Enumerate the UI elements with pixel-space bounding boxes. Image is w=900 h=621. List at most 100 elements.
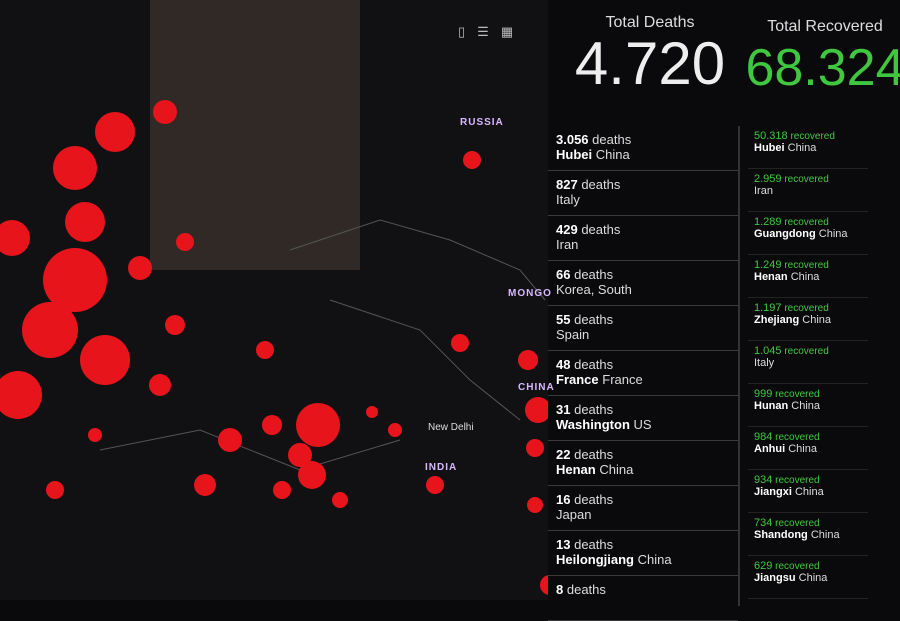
region: Hunan [754, 400, 789, 412]
count-value: 984 [754, 431, 773, 443]
item-count: 16 deaths [556, 492, 730, 507]
list-item[interactable]: 50.318 recovered Hubei China [748, 126, 868, 169]
item-count: 1.045 recovered [754, 345, 862, 357]
count-unit: deaths [574, 312, 614, 327]
count-value: 48 [556, 357, 571, 372]
list-item[interactable]: 827 deaths Italy [548, 171, 738, 216]
region: Henan [754, 271, 788, 283]
total-recovered-panel: Total Recovered 68.324 [745, 18, 900, 100]
count-unit: deaths [581, 222, 621, 237]
list-item[interactable]: 429 deaths Iran [548, 216, 738, 261]
item-place: Heilongjiang China [556, 552, 730, 567]
map-label-russia: RUSSIA [460, 117, 504, 128]
country: Iran [556, 237, 579, 252]
list-icon[interactable]: ☰ [477, 24, 489, 39]
count-value: 22 [556, 447, 571, 462]
toolbar: ▯ ☰ ▦ [458, 24, 513, 40]
recovered-list[interactable]: 50.318 recovered Hubei China 2.959 recove… [748, 126, 868, 599]
list-item[interactable]: 999 recovered Hunan China [748, 384, 868, 427]
item-place: Zhejiang China [754, 314, 862, 326]
region: France [556, 372, 599, 387]
region: Anhui [754, 443, 786, 455]
item-place: Henan China [556, 462, 730, 477]
count-unit: recovered [784, 217, 829, 228]
count-unit: recovered [775, 475, 820, 486]
list-item[interactable]: 55 deaths Spain [548, 306, 738, 351]
list-item[interactable]: 1.197 recovered Zhejiang China [748, 298, 868, 341]
list-item[interactable]: 1.249 recovered Henan China [748, 255, 868, 298]
count-value: 3.056 [556, 132, 589, 147]
list-item[interactable]: 984 recovered Anhui China [748, 427, 868, 470]
country: China [790, 271, 820, 283]
count-value: 734 [754, 517, 773, 529]
country: China [791, 400, 821, 412]
item-count: 429 deaths [556, 222, 730, 237]
item-count: 934 recovered [754, 474, 862, 486]
count-value: 16 [556, 492, 571, 507]
region: Henan [556, 462, 596, 477]
border-lines [99, 219, 546, 471]
list-item[interactable]: 66 deaths Korea, South [548, 261, 738, 306]
count-value: 50.318 [754, 130, 788, 142]
list-item[interactable]: 22 deaths Henan China [548, 441, 738, 486]
count-unit: recovered [784, 346, 829, 357]
item-place: Spain [556, 327, 730, 342]
list-item[interactable]: 629 recovered Jiangsu China [748, 556, 868, 599]
map-label-new-delhi: New Delhi [428, 422, 474, 433]
item-count: 50.318 recovered [754, 130, 862, 142]
total-recovered-value: 68.324 [745, 39, 900, 97]
item-count: 48 deaths [556, 357, 730, 372]
list-item[interactable]: 1.045 recovered Italy [748, 341, 868, 384]
item-count: 13 deaths [556, 537, 730, 552]
region: Hubei [754, 142, 785, 154]
count-value: 934 [754, 474, 773, 486]
country: China [802, 314, 832, 326]
list-item[interactable]: 48 deaths France France [548, 351, 738, 396]
item-count: 984 recovered [754, 431, 862, 443]
list-item[interactable]: 1.289 recovered Guangdong China [748, 212, 868, 255]
deaths-list[interactable]: 3.056 deaths Hubei China 827 deaths Italy… [548, 126, 740, 621]
item-count: 734 recovered [754, 517, 862, 529]
item-place: Korea, South [556, 282, 730, 297]
count-value: 827 [556, 177, 578, 192]
country: China [637, 552, 672, 567]
count-unit: recovered [775, 389, 820, 400]
list-item[interactable]: 734 recovered Shandong China [748, 513, 868, 556]
item-count: 999 recovered [754, 388, 862, 400]
world-map[interactable]: RUSSIA MONGO CHINA INDIA New Delhi [0, 0, 560, 600]
count-value: 429 [556, 222, 578, 237]
region: Shandong [754, 529, 808, 541]
country: Spain [556, 327, 590, 342]
count-value: 66 [556, 267, 571, 282]
country: US [633, 417, 652, 432]
country: France [602, 372, 643, 387]
count-value: 55 [556, 312, 571, 327]
count-unit: recovered [775, 561, 820, 572]
bookmark-icon[interactable]: ▯ [458, 24, 466, 39]
list-item[interactable]: 31 deaths Washington US [548, 396, 738, 441]
count-unit: deaths [574, 447, 614, 462]
list-item[interactable]: 16 deaths Japan [548, 486, 738, 531]
item-count: 3.056 deaths [556, 132, 730, 147]
list-item[interactable]: 3.056 deaths Hubei China [548, 126, 738, 171]
count-value: 1.197 [754, 302, 782, 314]
count-unit: deaths [566, 582, 606, 597]
total-deaths-title: Total Deaths [605, 14, 695, 31]
list-item[interactable]: 2.959 recovered Iran [748, 169, 868, 212]
country: Iran [754, 185, 773, 197]
item-count: 31 deaths [556, 402, 730, 417]
list-item[interactable]: 8 deaths [548, 576, 738, 621]
country: China [810, 529, 840, 541]
count-unit: deaths [574, 402, 614, 417]
count-unit: recovered [790, 131, 835, 142]
count-unit: recovered [775, 518, 820, 529]
map-label-india: INDIA [425, 462, 458, 473]
region: Zhejiang [754, 314, 800, 326]
count-value: 1.045 [754, 345, 782, 357]
list-item[interactable]: 13 deaths Heilongjiang China [548, 531, 738, 576]
count-unit: deaths [581, 177, 621, 192]
country: China [798, 572, 828, 584]
qr-icon[interactable]: ▦ [500, 24, 514, 39]
item-count: 1.289 recovered [754, 216, 862, 228]
list-item[interactable]: 934 recovered Jiangxi China [748, 470, 868, 513]
